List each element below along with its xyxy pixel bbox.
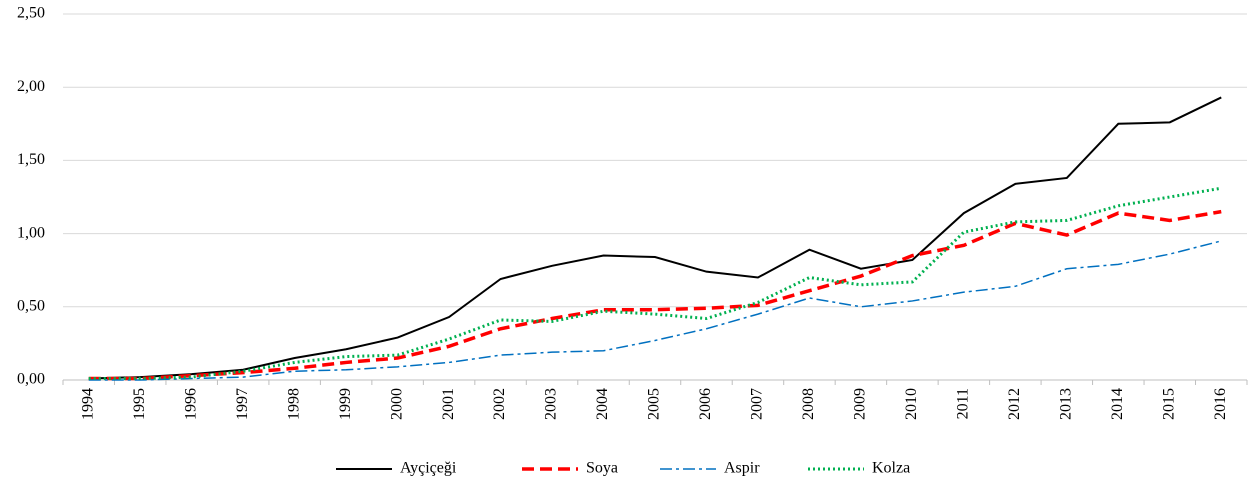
x-tick-label: 2011	[955, 388, 972, 419]
x-tick-label: 2002	[491, 388, 508, 420]
x-tick-label: 2007	[749, 388, 766, 420]
x-tick-label: 2014	[1109, 388, 1126, 420]
x-tick-label: 1997	[234, 388, 251, 420]
x-tick-label: 2013	[1057, 388, 1074, 420]
legend-label: Ayçiçeği	[400, 460, 457, 477]
y-tick-label: 2,50	[17, 5, 45, 22]
x-tick-label: 2015	[1160, 388, 1177, 420]
x-tick-label: 2004	[594, 388, 611, 420]
x-tick-label: 1998	[285, 388, 302, 420]
y-tick-label: 1,50	[17, 151, 45, 168]
y-tick-label: 2,00	[17, 78, 45, 95]
legend-label: Aspir	[724, 460, 760, 477]
x-tick-label: 2000	[388, 388, 405, 420]
y-tick-label: 0,00	[17, 371, 45, 388]
x-tick-label: 1999	[337, 388, 354, 420]
y-tick-label: 1,00	[17, 224, 45, 241]
legend-label: Soya	[586, 460, 618, 477]
x-tick-label: 2010	[903, 388, 920, 420]
x-tick-label: 1995	[131, 388, 148, 420]
series-line	[88, 96, 1222, 380]
x-tick-label: 2008	[800, 388, 817, 420]
x-tick-label: 2006	[697, 388, 714, 420]
x-tick-label: 2012	[1006, 388, 1023, 420]
y-tick-label: 0,50	[17, 297, 45, 314]
x-tick-label: 2016	[1212, 388, 1229, 420]
x-tick-label: 2001	[440, 388, 457, 420]
x-tick-label: 2005	[646, 388, 663, 420]
x-tick-label: 1994	[79, 388, 96, 420]
x-tick-label: 2003	[543, 388, 560, 420]
series-line	[88, 240, 1222, 381]
series-line	[88, 209, 1222, 381]
x-tick-label: 2009	[852, 388, 869, 420]
x-tick-label: 1996	[182, 388, 199, 420]
series-line	[88, 186, 1222, 381]
legend-label: Kolza	[872, 460, 910, 477]
